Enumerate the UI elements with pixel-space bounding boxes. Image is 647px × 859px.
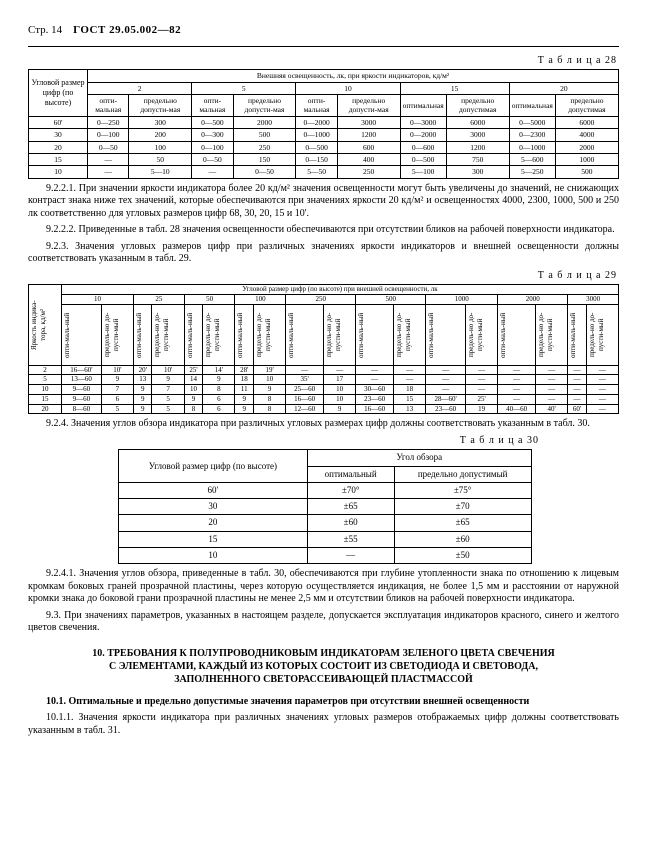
table-row: 60'0—2503000—50020000—200030000—30006000… (29, 116, 619, 128)
para-1011: 10.1.1. Значения яркости индикатора при … (28, 712, 619, 737)
t28-group-row: 2 5 10 15 20 (29, 82, 619, 94)
page-number: Стр. 14 (28, 24, 62, 36)
para-9221: 9.2.2.1. При значении яркости индикатора… (28, 183, 619, 221)
table-row: 15±55±60 (119, 531, 532, 547)
t29-subrow: опти-маль-ныйпредель-но до-пусти-мыйопти… (29, 304, 619, 365)
table30: Угловой размер цифр (по высоте) Угол обз… (118, 449, 532, 564)
t28-sub-row: опти-мальнаяпредельно допусти-мая опти-м… (29, 95, 619, 117)
table-row: 513—609139149181035'17———————— (29, 375, 619, 385)
para-924: 9.2.4. Значения углов обзора индикатора … (28, 418, 619, 431)
t28-tophead: Внешняя освещенность, лк, при яркости ин… (88, 70, 619, 82)
section-10-title: 10. ТРЕБОВАНИЯ К ПОЛУПРОВОДНИКОВЫМ ИНДИК… (48, 647, 599, 686)
para-93: 9.3. При значениях параметров, указанных… (28, 610, 619, 635)
table-row: 10—±50 (119, 547, 532, 563)
para-9241: 9.2.4.1. Значения углов обзора, приведен… (28, 568, 619, 606)
table-row: 200—501000—1002500—5006000—60012000—1000… (29, 141, 619, 153)
table28: Угловой размер цифр (по высоте) Внешняя … (28, 69, 619, 178)
table-row: 216—60'10'20'10'25'14'28'19'—————————— (29, 365, 619, 375)
page-header: Стр. 14 ГОСТ 29.05.002—82 (28, 24, 619, 38)
table-row: 300—1002000—3005000—100012000—200030000—… (29, 129, 619, 141)
t30-h1: Угловой размер цифр (по высоте) (119, 450, 308, 483)
table29: Яркость индика-тора, кд/м² Угловой разме… (28, 284, 619, 414)
t30-h2a: оптимальный (307, 466, 394, 482)
table28-label: Т а б л и ц а 28 (28, 55, 617, 68)
table-row: 60'±70°±75° (119, 482, 532, 498)
gost-code: ГОСТ 29.05.002—82 (73, 24, 181, 36)
para-101: 10.1. Оптимальные и предельно допустимые… (28, 696, 619, 709)
header-rule (28, 46, 619, 47)
t29-lefthead: Яркость индика-тора, кд/м² (30, 295, 48, 355)
table-row: 15—500—501500—1504000—5007505—6001000 (29, 153, 619, 165)
t29-tophead: Угловой размер цифр (по высоте) при внеш… (62, 285, 619, 295)
table-row: 109—6079710811925—601030—6018—————— (29, 385, 619, 395)
para-923: 9.2.3. Значения угловых размеров цифр пр… (28, 241, 619, 266)
t29-cols: 10 25 50 100 250 500 1000 2000 3000 (29, 294, 619, 304)
table-row: 208—60595869812—60916—601323—601940—6040… (29, 404, 619, 414)
t30-h2b: предельно допустимый (394, 466, 531, 482)
para-9222: 9.2.2.2. Приведенные в табл. 28 значения… (28, 224, 619, 237)
table-row: 10—5—10—0—505—502505—1003005—250500 (29, 166, 619, 178)
table-row: 159—60695969816—601023—601528—60'25'———— (29, 394, 619, 404)
t30-h2: Угол обзора (307, 450, 531, 466)
table-row: 20±60±65 (119, 515, 532, 531)
table30-label: Т а б л и ц а 30 (28, 435, 539, 448)
t28-rowhead: Угловой размер цифр (по высоте) (29, 70, 88, 117)
table29-label: Т а б л и ц а 29 (28, 270, 617, 283)
table-row: 30±65±70 (119, 499, 532, 515)
